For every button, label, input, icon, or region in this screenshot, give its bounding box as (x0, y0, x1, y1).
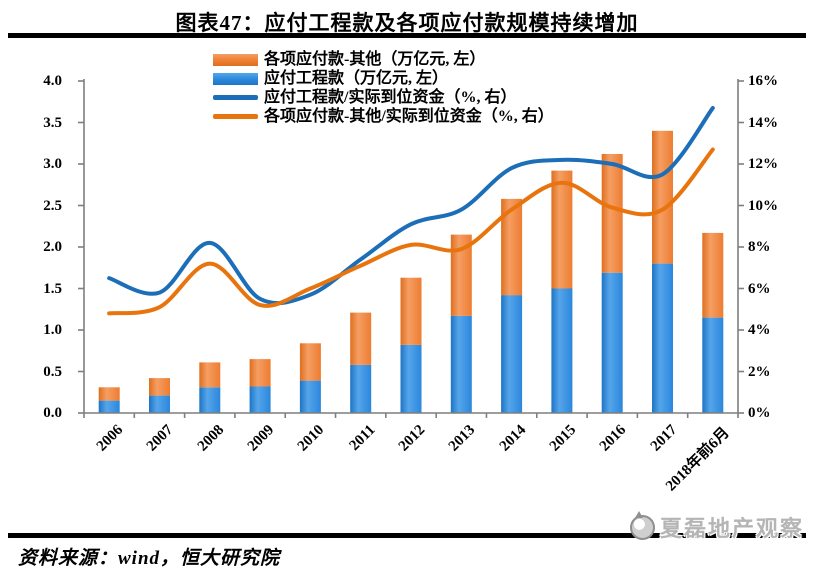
chart-legend: 各项应付款-其他（万亿元, 左） 应付工程款（万亿元, 左） 应付工程款/实际到位资… (213, 50, 554, 126)
left-axis-label: 0.0 (43, 405, 62, 421)
source-note: 资料来源：wind，恒大研究院 (18, 548, 281, 569)
bar-segment-orange (702, 232, 724, 318)
bar-segment-blue (299, 380, 321, 413)
bar-segment-blue (501, 295, 523, 413)
bar-segment-orange (98, 387, 120, 401)
left-axis-label: 2.0 (43, 239, 62, 255)
bar-segment-blue (350, 364, 372, 413)
bar-segment-blue (98, 400, 120, 413)
legend-label: 各项应付款-其他/实际到位资金（%, 右） (264, 108, 554, 125)
bar-segment-orange (501, 198, 523, 296)
bar-segment-blue (149, 395, 170, 413)
legend-item: 应付工程款/实际到位资金（%, 右） (213, 88, 554, 107)
bar-segment-orange (299, 343, 321, 381)
left-axis-label: 4.0 (43, 73, 62, 89)
bar-segment-orange (199, 362, 221, 388)
legend-item: 应付工程款（万亿元, 左） (213, 69, 554, 88)
trend-line-blue (107, 106, 715, 306)
bar-segment-blue (249, 386, 271, 413)
right-axis-label: 4% (748, 322, 771, 338)
legend-label: 应付工程款（万亿元, 左） (264, 70, 449, 87)
legend-swatch-bar-icon (213, 72, 258, 85)
bar-segment-orange (400, 277, 422, 345)
left-axis-label: 3.5 (43, 114, 62, 131)
legend-label: 应付工程款/实际到位资金（%, 右） (264, 89, 517, 106)
bar-segment-blue (551, 288, 573, 413)
right-axis-label: 8% (748, 239, 771, 255)
legend-swatch-line-icon (213, 95, 258, 100)
bar-segment-blue (400, 344, 422, 413)
chart-title: 图表47：应付工程款及各项应付款规模持续增加 (175, 11, 639, 35)
legend-swatch-line-icon (213, 114, 258, 119)
bar-segment-blue (702, 317, 724, 413)
left-axis-label: 1.5 (43, 280, 62, 297)
bar-segment-orange (601, 154, 623, 273)
right-axis-label: 16% (748, 73, 778, 89)
bar-segment-orange (551, 170, 573, 289)
left-axis-label: 0.5 (43, 363, 62, 380)
right-axis-label: 6% (748, 280, 771, 297)
trend-line-orange (107, 147, 715, 316)
legend-swatch-bar-icon (213, 53, 258, 66)
footer-rule (8, 533, 806, 538)
bar-segment-orange (149, 378, 170, 396)
watermark: 夏磊地产观察 (630, 510, 805, 543)
right-axis-label: 0% (748, 405, 771, 421)
legend-item: 各项应付款-其他（万亿元, 左） (213, 50, 554, 69)
legend-label: 各项应付款-其他（万亿元, 左） (264, 51, 486, 68)
left-axis-label: 1.0 (43, 322, 62, 338)
legend-item: 各项应付款-其他/实际到位资金（%, 右） (213, 107, 554, 126)
bar-segment-blue (450, 315, 472, 413)
bar-segment-blue (601, 272, 623, 413)
right-axis-label: 12% (748, 156, 778, 172)
right-axis-label: 14% (748, 114, 778, 131)
bar-segment-blue (199, 387, 221, 413)
left-axis-label: 2.5 (43, 197, 62, 214)
right-axis-label: 2% (748, 363, 771, 380)
publisher-logo-icon (630, 510, 655, 540)
title-rule (8, 33, 806, 38)
bar-segment-orange (249, 359, 271, 387)
bar-segment-orange (652, 130, 673, 264)
right-axis-label: 10% (748, 197, 778, 214)
bar-segment-orange (450, 234, 472, 316)
bar-segment-blue (652, 263, 673, 413)
left-axis-label: 3.0 (43, 156, 62, 172)
bar-segment-orange (350, 312, 372, 365)
watermark-text: 夏磊地产观察 (660, 516, 805, 541)
